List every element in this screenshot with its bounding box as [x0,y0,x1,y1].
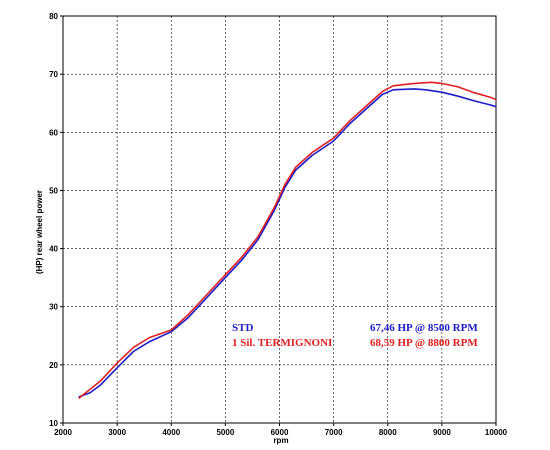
x-tick-label: 6000 [271,428,289,437]
y-tick-label: 10 [49,419,58,428]
x-tick-label: 3000 [108,428,126,437]
x-tick-label: 2000 [54,428,72,437]
x-tick-label: 8000 [379,428,397,437]
legend: STD 67,46 HP @ 8500 RPM 1 Sil. TERMIGNON… [232,322,478,349]
x-tick-label: 4000 [162,428,180,437]
y-tick-label: 50 [49,186,58,195]
x-tick-label: 7000 [325,428,343,437]
x-tick-label: 10000 [485,428,508,437]
x-tick-label: 5000 [216,428,234,437]
legend-name-termignoni: 1 Sil. TERMIGNONI [232,337,332,349]
legend-name-std: STD [232,322,253,334]
y-axis-ticks: 10 20 30 40 50 60 70 80 [49,12,63,428]
y-tick-label: 40 [49,245,58,254]
legend-summary-termignoni: 68,59 HP @ 8800 RPM [370,337,478,349]
x-axis-label: rpm [273,436,288,445]
x-axis-ticks: 2000 3000 4000 5000 6000 7000 8000 9000 10000 [54,423,508,437]
series-lines [78,81,497,399]
x-tick-label: 9000 [433,428,451,437]
series-line-std [78,88,497,398]
y-tick-label: 70 [49,70,58,79]
y-tick-label: 80 [49,12,58,21]
chart-grid [63,16,496,423]
y-tick-label: 60 [49,128,58,137]
y-axis-label: (HP) rear wheel power [35,190,44,274]
series-line-termignoni [78,81,497,399]
legend-summary-std: 67,46 HP @ 8500 RPM [370,322,478,334]
y-tick-label: 20 [49,361,58,370]
y-tick-label: 30 [49,303,58,312]
